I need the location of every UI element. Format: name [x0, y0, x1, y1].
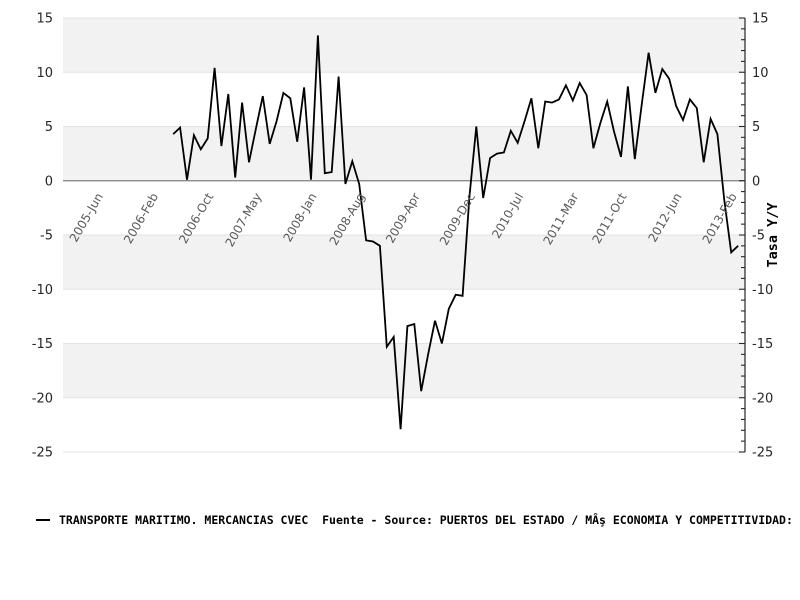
y-tick-label-left: -10 [32, 283, 53, 298]
y-tick-label-right: 15 [752, 12, 769, 27]
y-tick-label-right: -20 [752, 391, 773, 406]
legend-source-text: TRANSPORTE MARITIMO. MERCANCIAS CVEC Fue… [59, 513, 793, 527]
y-tick-label-right: -15 [752, 337, 773, 352]
chart-legend: TRANSPORTE MARITIMO. MERCANCIAS CVEC Fue… [36, 513, 793, 527]
y-tick-label-right: 0 [752, 174, 760, 189]
y-tick-label-left: -5 [40, 229, 53, 244]
plot-band [63, 235, 745, 290]
y-tick-label-left: -25 [32, 446, 53, 461]
y-tick-label-left: 10 [36, 66, 53, 81]
y-tick-label-right: 5 [752, 120, 760, 135]
y-tick-label-right: 10 [752, 66, 769, 81]
y-axis-title: Tasa Y/Y [765, 202, 781, 268]
y-tick-label-right: -10 [752, 283, 773, 298]
legend-line-icon [36, 519, 50, 521]
line-chart: 15 15 10 10 5 5 0 0 -5 -5 -10 -10 -15 -15 -20 -20 -25 -25… [32, 12, 781, 461]
y-tick-label-left: -20 [32, 391, 53, 406]
plot-band [63, 18, 745, 73]
y-tick-label-left: 0 [45, 174, 53, 189]
y-tick-label-left: 15 [36, 12, 53, 27]
x-tick-label: 2010-Jul [489, 191, 526, 241]
plot-band [63, 126, 745, 181]
y-tick-label-left: -15 [32, 337, 53, 352]
data-line-series [172, 35, 739, 430]
y-tick-label-right: -5 [752, 229, 765, 244]
y-tick-label-right: -25 [752, 446, 773, 461]
y-tick-label-left: 5 [45, 120, 53, 135]
